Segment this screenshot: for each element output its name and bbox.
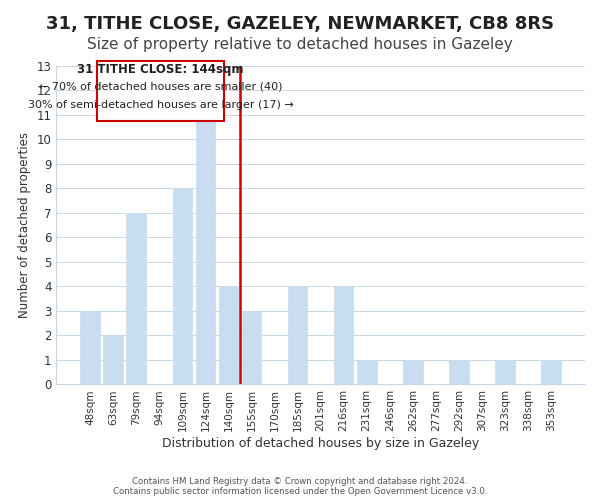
Bar	[288, 286, 307, 384]
Bar	[127, 213, 146, 384]
Bar	[334, 286, 353, 384]
Bar	[449, 360, 469, 384]
Text: 30% of semi-detached houses are larger (17) →: 30% of semi-detached houses are larger (…	[28, 100, 293, 110]
FancyBboxPatch shape	[97, 61, 224, 121]
Bar	[541, 360, 561, 384]
Text: Size of property relative to detached houses in Gazeley: Size of property relative to detached ho…	[87, 38, 513, 52]
Text: 31 TITHE CLOSE: 144sqm: 31 TITHE CLOSE: 144sqm	[77, 64, 244, 76]
Bar	[196, 115, 215, 384]
Bar	[495, 360, 515, 384]
Bar	[218, 286, 238, 384]
Y-axis label: Number of detached properties: Number of detached properties	[18, 132, 31, 318]
Bar	[80, 311, 100, 384]
Text: Contains HM Land Registry data © Crown copyright and database right 2024.: Contains HM Land Registry data © Crown c…	[132, 477, 468, 486]
X-axis label: Distribution of detached houses by size in Gazeley: Distribution of detached houses by size …	[162, 437, 479, 450]
Text: 31, TITHE CLOSE, GAZELEY, NEWMARKET, CB8 8RS: 31, TITHE CLOSE, GAZELEY, NEWMARKET, CB8…	[46, 15, 554, 33]
Bar	[173, 188, 192, 384]
Text: Contains public sector information licensed under the Open Government Licence v3: Contains public sector information licen…	[113, 487, 487, 496]
Bar	[242, 311, 261, 384]
Text: ← 70% of detached houses are smaller (40): ← 70% of detached houses are smaller (40…	[38, 82, 282, 92]
Bar	[103, 336, 123, 384]
Bar	[357, 360, 377, 384]
Bar	[403, 360, 422, 384]
